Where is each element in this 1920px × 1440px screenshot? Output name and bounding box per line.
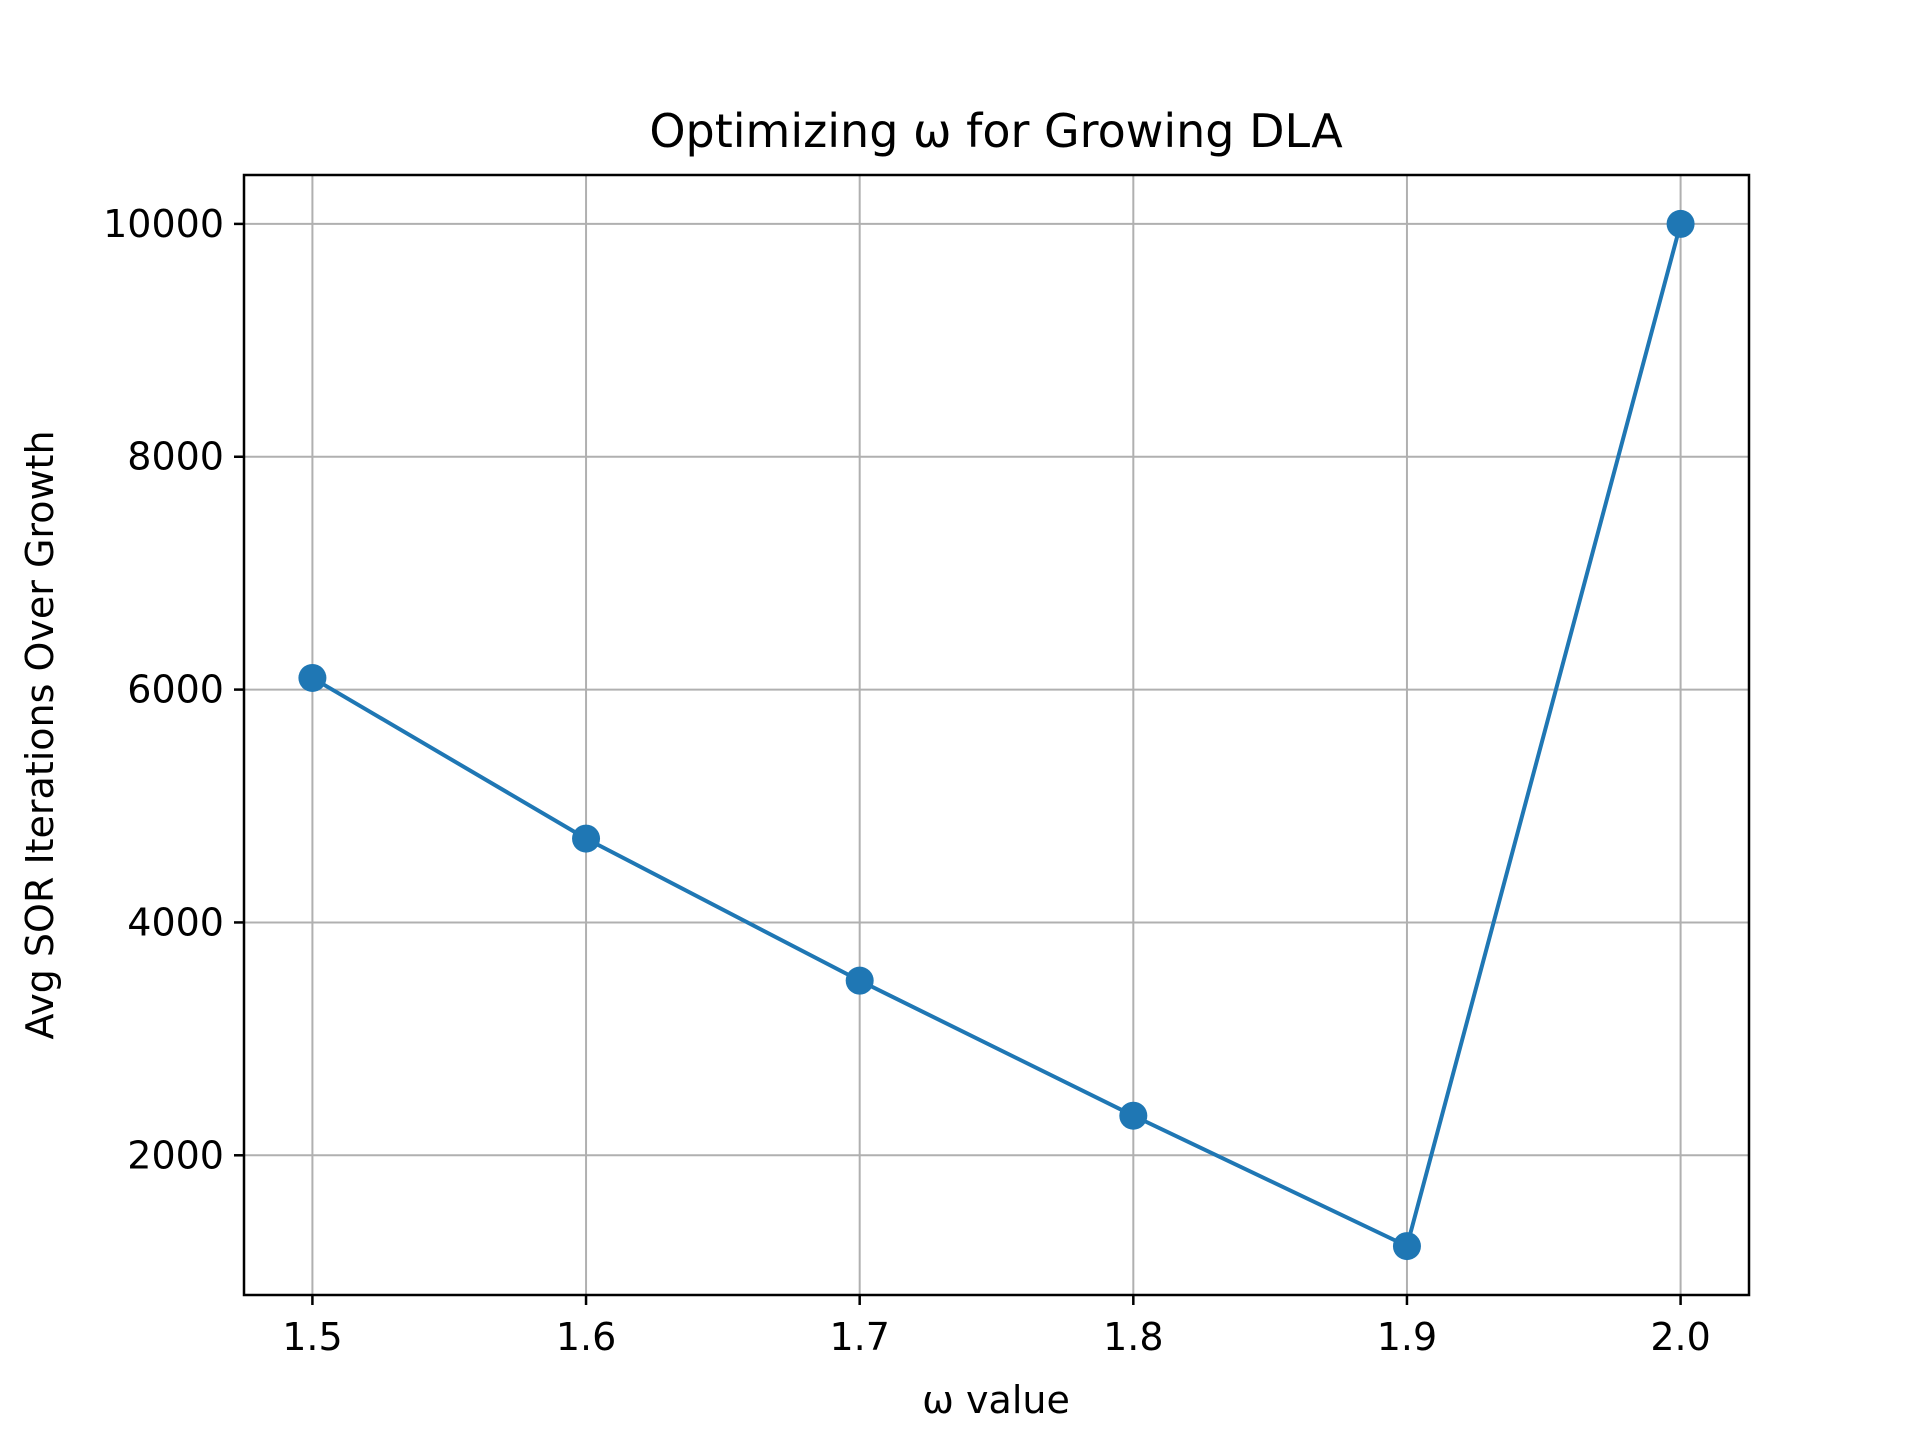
y-axis-title: Avg SOR Iterations Over Growth [18,430,62,1039]
chart-title: Optimizing ω for Growing DLA [649,104,1343,158]
data-point [1393,1232,1421,1260]
x-tick-label: 1.8 [1103,1315,1163,1359]
data-point [298,664,326,692]
data-point [1667,210,1695,238]
grid [244,175,1749,1295]
plot-frame [244,175,1749,1295]
series-line [312,224,1680,1246]
y-tick-label: 8000 [127,435,224,479]
data-point [572,825,600,853]
x-axis-title: ω value [922,1378,1070,1422]
data-point [846,967,874,995]
x-tick-label: 1.9 [1377,1315,1437,1359]
y-tick-label: 10000 [103,202,224,246]
series-layer [298,210,1694,1260]
x-tick-label: 1.5 [282,1315,342,1359]
y-tick-label: 6000 [127,668,224,712]
data-point [1119,1102,1147,1130]
y-tick-label: 4000 [127,900,224,944]
y-tick-label: 2000 [127,1133,224,1177]
ticks: 1.5 1.6 1.7 1.8 1.9 2.0 2000 4000 6000 8000 10000 [103,202,1711,1359]
x-tick-label: 1.7 [829,1315,889,1359]
x-tick-label: 2.0 [1650,1315,1710,1359]
x-tick-label: 1.6 [556,1315,616,1359]
